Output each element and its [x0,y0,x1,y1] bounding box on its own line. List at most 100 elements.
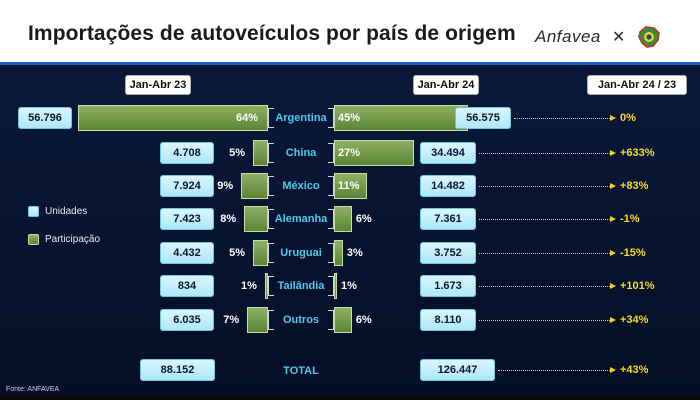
anfavea-logo: Anfavea [535,27,601,46]
dotted-line-uruguai [479,253,610,254]
pct-right-argentina: 45% [338,112,361,124]
bracket-right-mexico [328,176,334,196]
arrow-icon-uruguai [610,250,616,256]
value-left-outros: 6.035 [160,309,214,331]
pct-left-uruguai: 5% [229,247,246,259]
legend-units-label: Unidades [45,206,88,217]
bracket-left-mexico [268,176,274,196]
variation-argentina: 0% [620,112,636,124]
header-divider [0,62,700,65]
bracket-right-uruguai [328,243,334,263]
bar-right-tailandia [334,273,337,299]
total-label: TOTAL [283,365,319,377]
total-variation: +43% [620,364,649,376]
bracket-left-argentina [268,108,274,128]
source-note: Fonte: ANFAVEA [6,386,60,393]
value-left-china: 4.708 [160,142,214,164]
arrow-icon-alemanha [610,216,616,222]
value-right-alemanha: 7.361 [420,208,476,230]
bracket-right-alemanha [328,209,334,229]
pct-right-tailandia: 1% [341,280,357,292]
value-right-argentina: 56.575 [455,107,511,129]
bracket-left-china [268,143,274,163]
arrow-icon-outros [610,317,616,323]
pct-right-mexico: 11% [338,180,360,192]
bar-right-china [334,140,415,166]
bar-left-alemanha [244,206,268,232]
header-period-left: Jan-Abr 23 [125,75,191,95]
value-right-outros: 8.110 [420,309,476,331]
pct-right-uruguai: 3% [346,247,363,259]
value-right-china: 34.494 [420,142,476,164]
bracket-right-argentina [328,108,334,128]
pct-left-china: 5% [229,147,246,159]
bar-left-tailandia [265,273,268,299]
value-right-tailandia: 1.673 [420,275,476,297]
pct-left-outros: 7% [223,314,240,326]
value-left-tailandia: 834 [160,275,214,297]
bottom-strip [0,396,700,400]
bracket-left-outros [268,310,274,330]
pct-right-china: 27% [338,147,361,159]
total-dotted-line [498,370,610,371]
value-left-uruguai: 4.432 [160,242,214,264]
arrow-icon-argentina [610,115,616,121]
bracket-left-alemanha [268,209,274,229]
total-left-value: 88.152 [140,359,215,381]
value-left-argentina: 56.796 [18,107,72,129]
legend-share-label: Participação [45,234,101,245]
country-label-alemanha: Alemanha [274,213,328,225]
country-label-mexico: México [282,180,320,192]
bracket-right-outros [328,310,334,330]
pct-left-tailandia: 1% [241,280,257,292]
legend-units-swatch [28,206,39,217]
total-arrow-icon [610,367,616,373]
bar-left-china [253,140,268,166]
country-label-outros: Outros [282,314,320,326]
value-right-uruguai: 3.752 [420,242,476,264]
header: Importações de autoveículos por país de … [0,0,700,62]
bar-right-uruguai [334,240,343,266]
page-title: Importações de autoveículos por país de … [28,22,516,45]
bar-right-alemanha [334,206,352,232]
dotted-line-alemanha [479,219,610,220]
bar-left-argentina [78,105,268,131]
header-period-right: Jan-Abr 24 [413,75,479,95]
variation-tailandia: +101% [620,280,655,292]
variation-alemanha: -1% [620,213,640,225]
value-right-mexico: 14.482 [420,175,476,197]
bar-left-uruguai [253,240,268,266]
dotted-line-tailandia [479,286,610,287]
bar-left-outros [247,307,268,333]
arrow-icon-mexico [610,183,616,189]
pct-left-alemanha: 8% [220,213,237,225]
arrow-icon-china [610,150,616,156]
logo-mark-icon: ✕ [612,29,626,46]
variation-uruguai: -15% [620,247,646,259]
country-label-uruguai: Uruguai [280,247,322,259]
variation-mexico: +83% [620,180,649,192]
country-label-tailandia: Tailândia [277,280,325,292]
bar-right-mexico [334,173,367,199]
value-left-mexico: 7.924 [160,175,214,197]
bracket-right-china [328,143,334,163]
bar-right-outros [334,307,352,333]
total-right-value: 126.447 [420,359,495,381]
pct-right-alemanha: 6% [355,213,372,225]
dotted-line-outros [479,320,610,321]
variation-outros: +34% [620,314,649,326]
dotted-line-mexico [479,186,610,187]
legend-share-swatch [28,234,39,245]
bar-right-argentina [334,105,468,131]
brazil-map-seal-icon [638,26,660,48]
country-label-argentina: Argentina [275,112,327,124]
dotted-line-argentina [514,118,610,119]
value-left-alemanha: 7.423 [160,208,214,230]
dotted-line-china [479,153,610,154]
bracket-left-tailandia [268,276,274,296]
pct-left-mexico: 9% [217,180,234,192]
country-label-china: China [285,147,317,159]
bracket-right-tailandia [328,276,334,296]
arrow-icon-tailandia [610,283,616,289]
